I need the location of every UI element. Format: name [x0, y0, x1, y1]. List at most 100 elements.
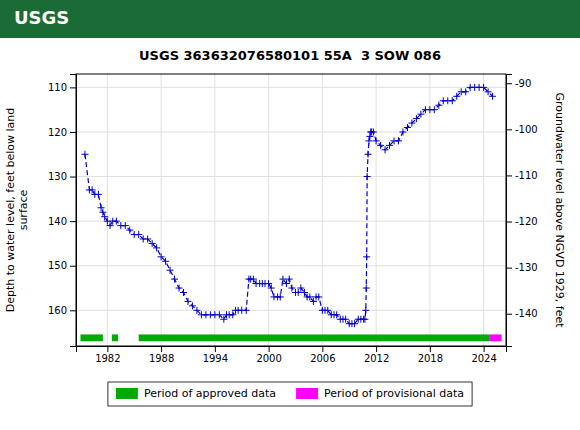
y2-axis: -90 -100 -110 -120 -130 -140 — [506, 75, 538, 347]
tick-mark — [506, 83, 512, 84]
title: USGS 363632076580101 55A 3 SOW 086 — [139, 48, 441, 63]
axis-line — [70, 75, 77, 347]
tick-label: -120 — [515, 216, 538, 227]
series-marker — [184, 298, 191, 305]
y-axis: 110120130140150160 — [48, 75, 77, 347]
tick: -130 — [506, 262, 538, 273]
tick: 2018 — [418, 346, 443, 364]
tick-label: 150 — [48, 260, 67, 271]
tick-label: 1988 — [149, 353, 174, 364]
series-marker — [413, 115, 420, 122]
series-marker — [386, 142, 393, 149]
tick-label: 2006 — [310, 353, 335, 364]
y-axis-label: Depth to water level, feet below landsur… — [4, 108, 30, 313]
series-marker — [417, 111, 424, 118]
series-marker — [306, 293, 313, 300]
series-marker — [363, 285, 370, 292]
plot-frame — [76, 74, 506, 346]
tick: 2024 — [471, 346, 496, 364]
grid-line-x — [376, 74, 377, 346]
legend-label: Period of provisional data — [324, 387, 464, 400]
series-marker — [485, 88, 492, 95]
series-marker — [399, 128, 406, 135]
tick-label: 2024 — [471, 353, 496, 364]
tick: 1988 — [149, 346, 174, 364]
tick-mark — [484, 346, 485, 352]
tick-label: -140 — [515, 308, 538, 319]
series-marker — [167, 267, 174, 274]
grid-line-x — [429, 74, 430, 346]
period-bar — [139, 334, 490, 341]
tick: 1994 — [203, 346, 228, 364]
series-marker — [162, 258, 169, 265]
series-marker — [377, 142, 384, 149]
legend-box — [108, 382, 472, 406]
chart-svg: USGSUSGS 363632076580101 55A 3 SOW 08619… — [0, 0, 580, 430]
series-marker — [193, 307, 200, 314]
tick-label: 130 — [48, 171, 67, 182]
tick: -110 — [506, 170, 538, 181]
tick-mark — [430, 346, 431, 352]
grid-line-y — [76, 176, 506, 177]
series-marker — [216, 311, 223, 318]
tick-label: -90 — [515, 78, 531, 89]
tick: 150 — [48, 260, 76, 271]
series-marker — [149, 240, 156, 247]
grid-line-x — [483, 74, 484, 346]
legend-item: Period of approved data — [116, 387, 276, 400]
series-line — [85, 87, 493, 323]
series-marker — [366, 133, 373, 140]
series-marker — [365, 151, 372, 158]
series-marker — [180, 289, 187, 296]
grid-line-x — [107, 74, 108, 346]
series-marker — [361, 316, 368, 323]
tick-mark — [215, 346, 216, 352]
series-marker — [277, 293, 284, 300]
series-marker — [98, 204, 105, 211]
header-bar — [0, 0, 580, 38]
plot-area: 1982198819942000200620122018202411012013… — [4, 74, 566, 364]
series-marker — [342, 316, 349, 323]
grid-line-y — [76, 265, 506, 266]
tick-label: -100 — [515, 124, 538, 135]
series-marker — [453, 93, 460, 100]
tick-label: 1982 — [95, 353, 120, 364]
grid — [76, 74, 506, 346]
legend-item: Period of provisional data — [296, 387, 464, 400]
tick-mark — [70, 266, 76, 267]
tick-mark — [70, 177, 76, 178]
y-axis-label-line: surface — [17, 189, 30, 230]
series-marker — [333, 311, 340, 318]
series-marker — [382, 146, 389, 153]
grid-line-y — [76, 310, 506, 311]
tick-mark — [269, 346, 270, 352]
tick-mark — [70, 221, 76, 222]
tick: 160 — [48, 305, 76, 316]
tick-mark — [161, 346, 162, 352]
marks — [80, 84, 501, 341]
series-marker — [144, 235, 151, 242]
legend: Period of approved data Period of provisi… — [108, 382, 472, 406]
tick: 1982 — [95, 346, 120, 364]
tick: 110 — [48, 82, 76, 93]
y2-axis-label: Groundwater level above NGVD 1929, feet — [553, 92, 566, 328]
series-marker — [363, 253, 370, 260]
period-bar — [490, 334, 502, 341]
tick: -120 — [506, 216, 538, 227]
legend-swatch — [296, 388, 318, 399]
series-marker — [362, 307, 369, 314]
series-marker — [449, 97, 456, 104]
series-marker — [288, 285, 295, 292]
tick-label: 1994 — [203, 353, 228, 364]
axis-line — [507, 75, 513, 347]
series-marker — [351, 320, 358, 327]
tick-label: 140 — [48, 216, 67, 227]
grid-line-x — [214, 74, 215, 346]
tick-mark — [506, 314, 512, 315]
tick-mark — [70, 132, 76, 133]
tick-label: 2000 — [256, 353, 281, 364]
tick-mark — [107, 346, 108, 352]
series-marker — [286, 276, 293, 283]
tick: 2012 — [364, 346, 389, 364]
series-marker — [324, 307, 331, 314]
